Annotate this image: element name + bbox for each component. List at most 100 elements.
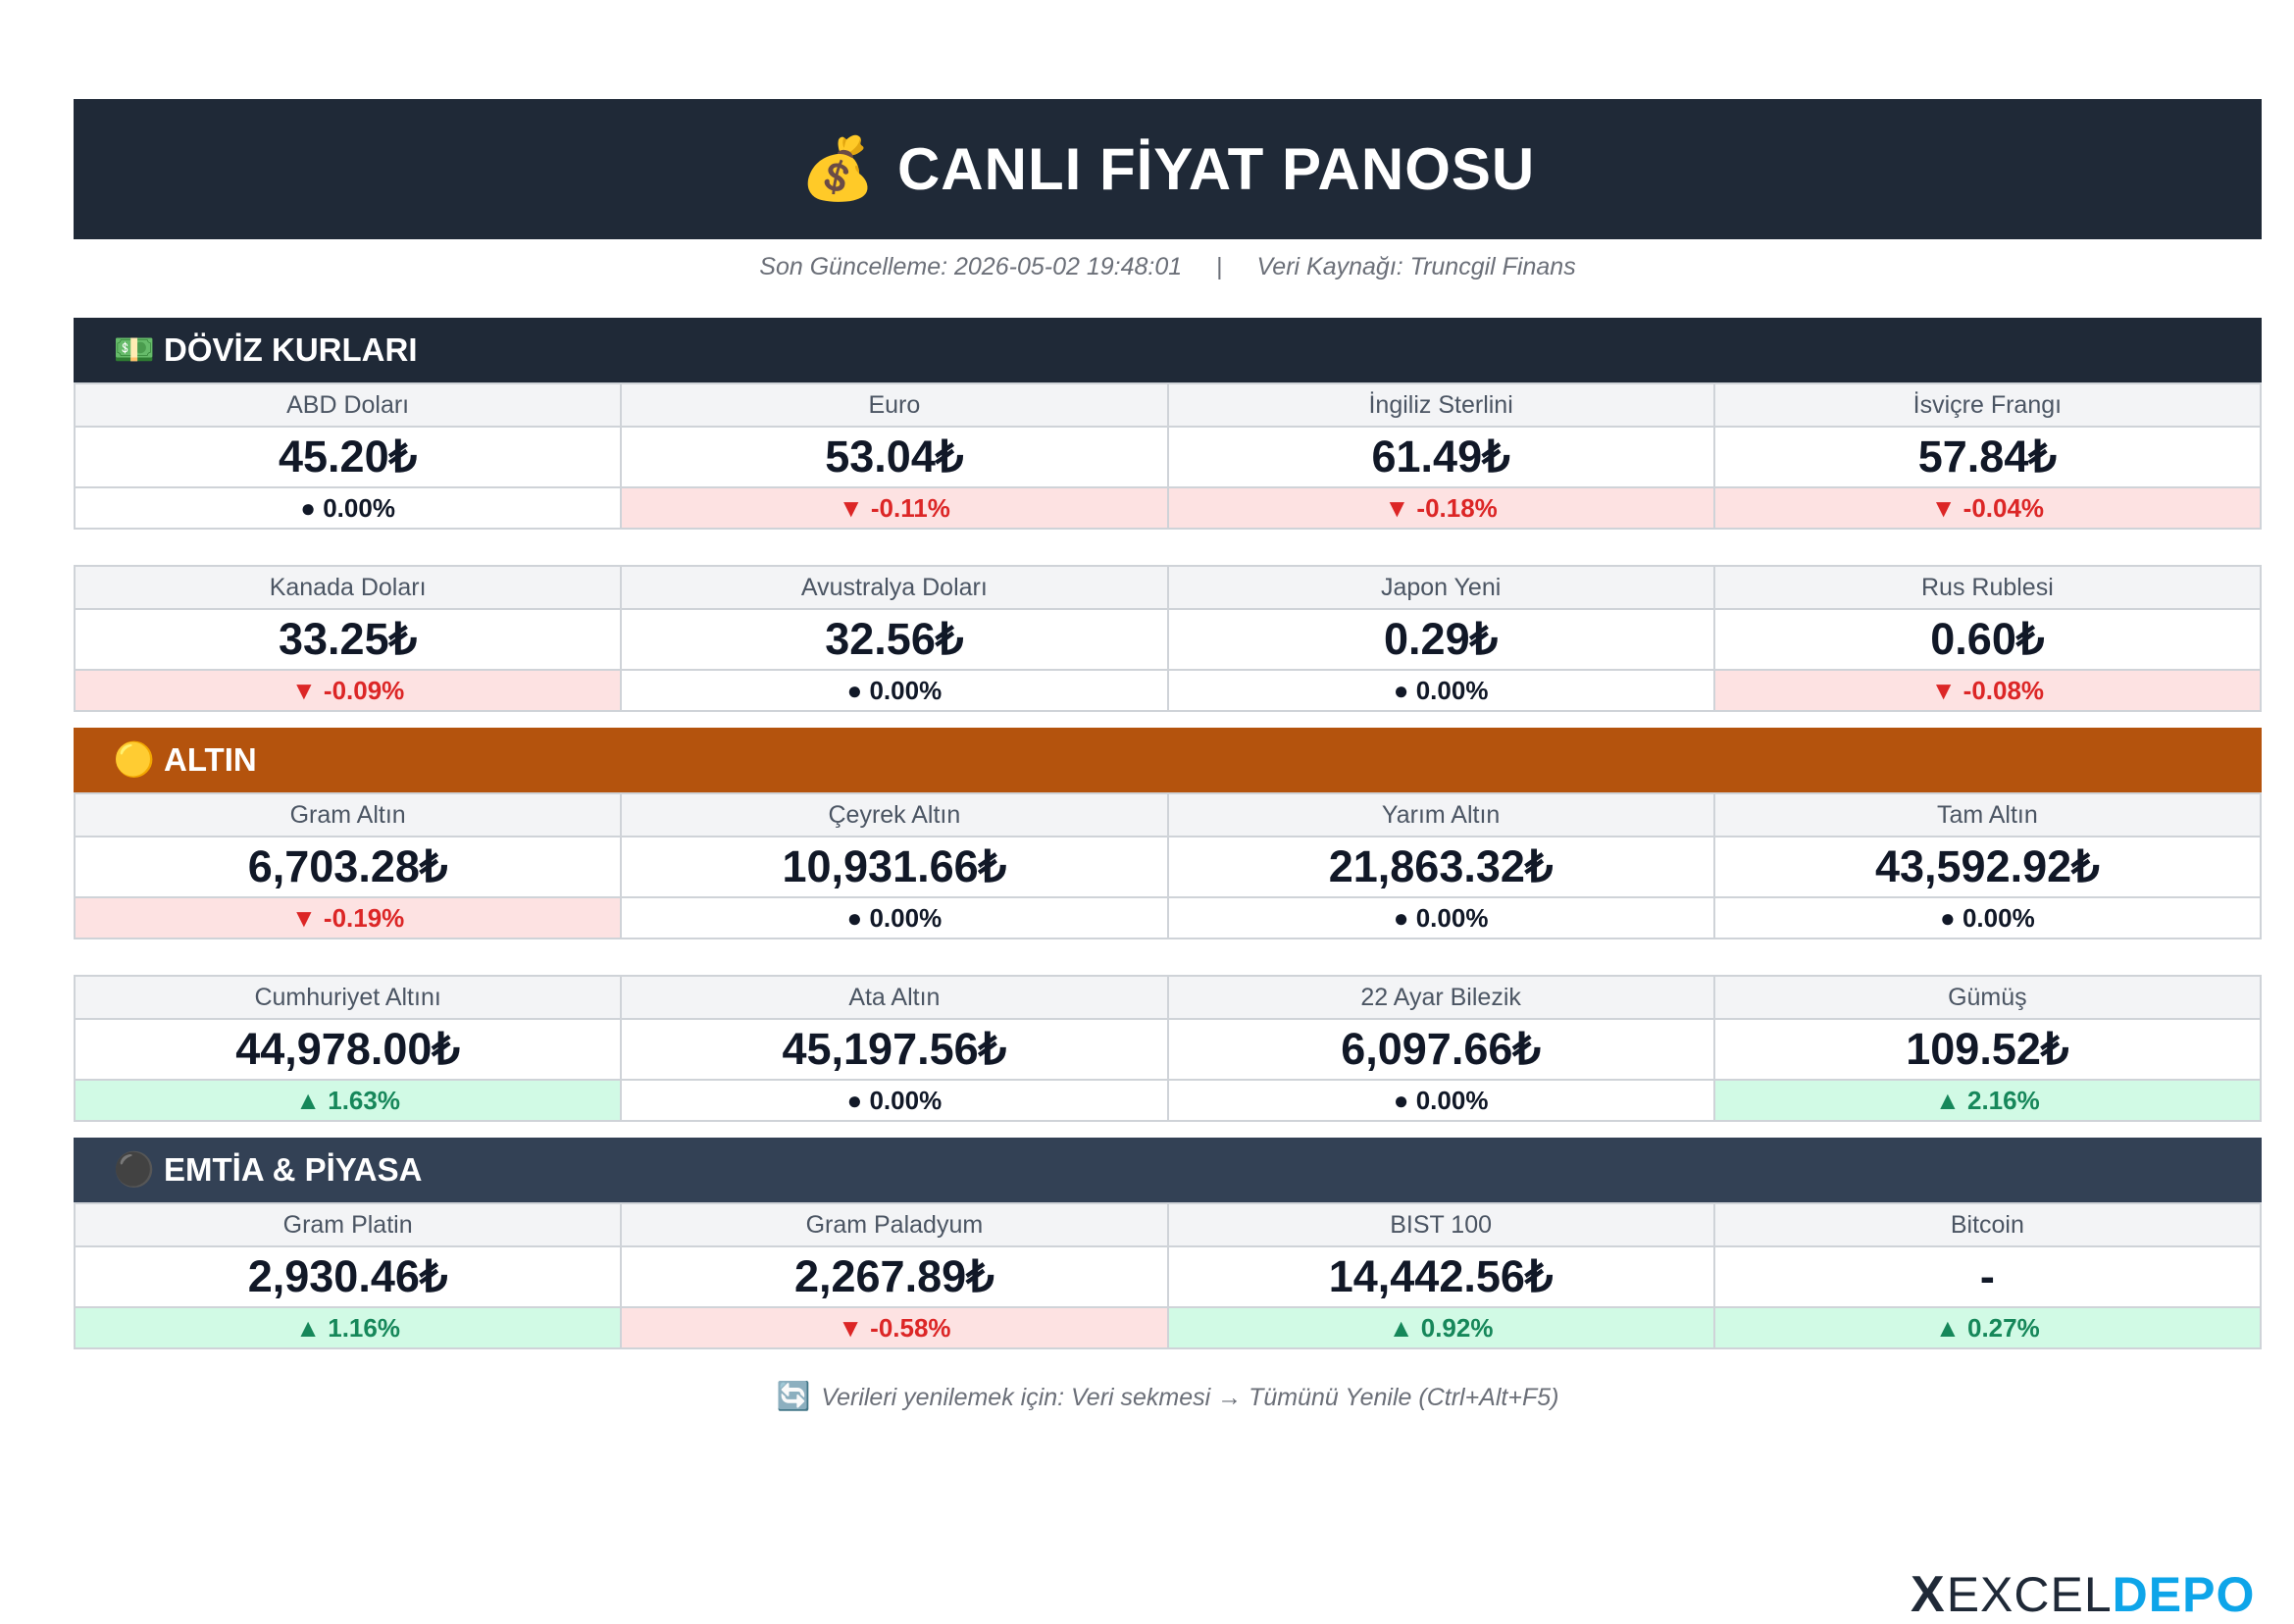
section-header-altin: 🟡 ALTIN [74, 728, 2262, 792]
data-source: Veri Kaynağı: Truncgil Finans [1256, 253, 1576, 280]
rate-change: ▼ -0.19% [76, 898, 621, 938]
rate-change: ● 0.00% [1168, 1081, 1713, 1120]
rate-change: ● 0.00% [1168, 898, 1713, 938]
rate-card: BIST 100 14,442.56₺ ▲ 0.92% [1168, 1204, 1715, 1349]
rate-change: ▼ -0.11% [622, 488, 1167, 528]
rate-name: İsviçre Frangı [1714, 384, 2260, 428]
money-bag-icon: 💰 [799, 134, 876, 203]
refresh-instructions: 🔄 Verileri yenilemek için: Veri sekmesi … [74, 1377, 2262, 1416]
rate-name: Ata Altın [622, 977, 1167, 1020]
rate-card: Ata Altın 45,197.56₺ ● 0.00% [622, 977, 1169, 1122]
rate-price: 10,931.66₺ [622, 837, 1167, 898]
page-title: CANLI FİYAT PANOSU [896, 136, 1536, 202]
section-title: ALTIN [164, 741, 257, 778]
rate-name: Cumhuriyet Altını [76, 977, 621, 1020]
rate-card: Euro 53.04₺ ▼ -0.11% [622, 384, 1169, 530]
rate-price: 6,097.66₺ [1168, 1020, 1713, 1081]
rate-card: İngiliz Sterlini 61.49₺ ▼ -0.18% [1168, 384, 1715, 530]
rate-name: Çeyrek Altın [622, 794, 1167, 837]
gold-grid-row-1: Gram Altın 6,703.28₺ ▼ -0.19% Çeyrek Altın 1… [74, 792, 2262, 939]
rate-change: ▲ 0.92% [1168, 1308, 1713, 1347]
rate-name: Tam Altın [1714, 794, 2260, 837]
last-updated: Son Güncelleme: 2026-05-02 19:48:01 [759, 253, 1183, 280]
rate-change: ● 0.00% [622, 898, 1167, 938]
rate-price: 44,978.00₺ [76, 1020, 621, 1081]
rate-card: Avustralya Doları 32.56₺ ● 0.00% [622, 567, 1169, 712]
rate-name: Japon Yeni [1168, 567, 1713, 610]
refresh-icon: 🔄 [776, 1381, 811, 1411]
rate-change: ▲ 1.16% [76, 1308, 621, 1347]
section-title: DÖVİZ KURLARI [164, 331, 418, 368]
rate-card: Gram Platin 2,930.46₺ ▲ 1.16% [76, 1204, 623, 1349]
rate-price: 43,592.92₺ [1714, 837, 2260, 898]
gold-coin-icon: 🟡 [113, 741, 156, 779]
rate-price: 21,863.32₺ [1168, 837, 1713, 898]
rate-price: 45,197.56₺ [622, 1020, 1167, 1081]
rate-price: 53.04₺ [622, 428, 1167, 488]
rate-card: Cumhuriyet Altını 44,978.00₺ ▲ 1.63% [76, 977, 623, 1122]
brand-word-depo: DEPO [2112, 1567, 2256, 1622]
rate-price: 2,267.89₺ [622, 1247, 1167, 1308]
commodity-grid-row-1: Gram Platin 2,930.46₺ ▲ 1.16% Gram Paladyum… [74, 1202, 2262, 1349]
rate-card: Çeyrek Altın 10,931.66₺ ● 0.00% [622, 794, 1169, 939]
rate-change: ● 0.00% [1168, 671, 1713, 710]
rate-name: İngiliz Sterlini [1168, 384, 1713, 428]
rate-change: ▼ -0.18% [1168, 488, 1713, 528]
rate-change: ▲ 0.27% [1714, 1308, 2260, 1347]
rate-change: ● 0.00% [622, 671, 1167, 710]
rate-name: Euro [622, 384, 1167, 428]
rate-price: 32.56₺ [622, 610, 1167, 671]
rate-card: Gram Altın 6,703.28₺ ▼ -0.19% [76, 794, 623, 939]
rate-change: ▲ 2.16% [1714, 1081, 2260, 1120]
rate-price: 0.60₺ [1714, 610, 2260, 671]
rate-change: ▼ -0.08% [1714, 671, 2260, 710]
rate-change: ▼ -0.09% [76, 671, 621, 710]
rate-name: Gram Altın [76, 794, 621, 837]
rate-price: 0.29₺ [1168, 610, 1713, 671]
rate-change: ▼ -0.58% [622, 1308, 1167, 1347]
rate-change: ▼ -0.04% [1714, 488, 2260, 528]
brand-word-excel: EXCEL [1946, 1567, 2113, 1622]
rate-change: ● 0.00% [1714, 898, 2260, 938]
rate-price: 45.20₺ [76, 428, 621, 488]
rate-card: Gümüş 109.52₺ ▲ 2.16% [1714, 977, 2262, 1122]
black-circle-icon: ⚫ [113, 1151, 156, 1189]
rate-card: Yarım Altın 21,863.32₺ ● 0.00% [1168, 794, 1715, 939]
banknote-icon: 💵 [113, 331, 156, 369]
rate-change: ● 0.00% [76, 488, 621, 528]
rate-name: BIST 100 [1168, 1204, 1713, 1247]
rate-price: 61.49₺ [1168, 428, 1713, 488]
currency-grid-row-2: Kanada Doları 33.25₺ ▼ -0.09% Avustralya Do… [74, 565, 2262, 712]
rate-card: Bitcoin - ▲ 0.27% [1714, 1204, 2262, 1349]
rate-card: Japon Yeni 0.29₺ ● 0.00% [1168, 567, 1715, 712]
rate-name: Gram Platin [76, 1204, 621, 1247]
rate-price: 33.25₺ [76, 610, 621, 671]
rate-price: 109.52₺ [1714, 1020, 2260, 1081]
dashboard-title-bar: 💰 CANLI FİYAT PANOSU [74, 99, 2262, 239]
rate-price: 57.84₺ [1714, 428, 2260, 488]
rate-card: Rus Rublesi 0.60₺ ▼ -0.08% [1714, 567, 2262, 712]
rate-change: ▲ 1.63% [76, 1081, 621, 1120]
rate-name: Gram Paladyum [622, 1204, 1167, 1247]
rate-price: 6,703.28₺ [76, 837, 621, 898]
section-title: EMTİA & PİYASA [164, 1151, 423, 1188]
rate-price: 14,442.56₺ [1168, 1247, 1713, 1308]
section-header-doviz: 💵 DÖVİZ KURLARI [74, 318, 2262, 382]
rate-price: - [1714, 1247, 2260, 1308]
rate-name: Gümüş [1714, 977, 2260, 1020]
rate-name: Rus Rublesi [1714, 567, 2260, 610]
rate-name: 22 Ayar Bilezik [1168, 977, 1713, 1020]
rate-card: Tam Altın 43,592.92₺ ● 0.00% [1714, 794, 2262, 939]
rate-name: Kanada Doları [76, 567, 621, 610]
rate-card: Kanada Doları 33.25₺ ▼ -0.09% [76, 567, 623, 712]
section-header-emtia: ⚫ EMTİA & PİYASA [74, 1138, 2262, 1202]
update-info: Son Güncelleme: 2026-05-02 19:48:01 | Ve… [74, 249, 2262, 284]
rate-name: ABD Doları [76, 384, 621, 428]
rate-name: Bitcoin [1714, 1204, 2260, 1247]
rate-change: ● 0.00% [622, 1081, 1167, 1120]
refresh-note-text: Verileri yenilemek için: Veri sekmesi → … [821, 1384, 1559, 1411]
excel-depo-logo: X EXCEL DEPO [1911, 1566, 2256, 1623]
rate-card: 22 Ayar Bilezik 6,097.66₺ ● 0.00% [1168, 977, 1715, 1122]
currency-grid-row-1: ABD Doları 45.20₺ ● 0.00% Euro 53.04₺ ▼ -0.11… [74, 382, 2262, 530]
rate-card: İsviçre Frangı 57.84₺ ▼ -0.04% [1714, 384, 2262, 530]
